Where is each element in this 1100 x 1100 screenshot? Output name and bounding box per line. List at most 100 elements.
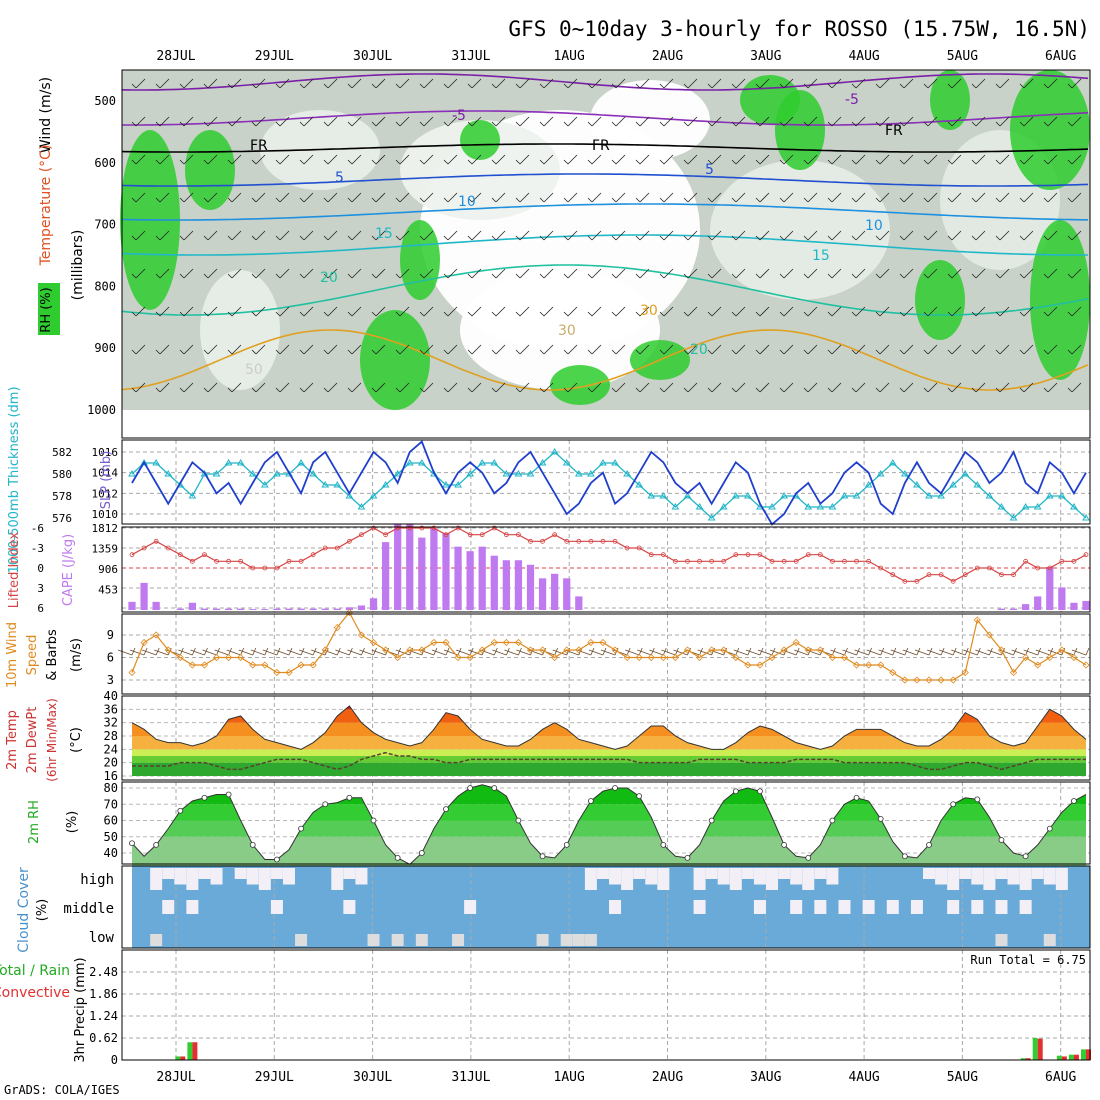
bottom-date-label: 6AUG bbox=[1045, 1070, 1076, 1085]
wind-barb bbox=[731, 382, 746, 393]
wind-barb bbox=[995, 78, 1010, 89]
wind-barb bbox=[347, 154, 362, 165]
wind-speed-point bbox=[514, 638, 522, 647]
wind-barb bbox=[803, 116, 818, 127]
thickness-point bbox=[707, 514, 716, 521]
cape-bar bbox=[1021, 604, 1030, 610]
lifted-index-point bbox=[902, 578, 908, 584]
precip-convective-bar bbox=[180, 1056, 186, 1060]
wind-speed-point bbox=[1009, 668, 1018, 677]
wind-barb bbox=[587, 344, 602, 355]
wind-speed-point bbox=[744, 661, 752, 669]
wind-barb bbox=[1067, 268, 1082, 279]
wind-barb bbox=[395, 382, 410, 393]
temperature-contour bbox=[121, 143, 1089, 153]
pressure-tick-label: 1000 bbox=[87, 403, 116, 417]
pressure-tick-label: 900 bbox=[94, 341, 116, 355]
wind-barb bbox=[371, 78, 386, 89]
top-date-label: 31JUL bbox=[451, 49, 490, 64]
wind-barb bbox=[419, 116, 434, 127]
wind-barb bbox=[827, 382, 842, 393]
cape-bar bbox=[430, 528, 438, 610]
thickness-point bbox=[719, 503, 728, 510]
temp-tick-label: 24 bbox=[104, 742, 118, 756]
lifted-index-point bbox=[419, 525, 425, 531]
temp-tick-label: 36 bbox=[104, 702, 118, 716]
rh-point bbox=[853, 794, 860, 801]
wind-barb bbox=[371, 382, 386, 393]
wind-barb bbox=[347, 306, 362, 317]
wind-barb bbox=[491, 78, 506, 89]
wind-barb bbox=[347, 78, 362, 89]
wind-barb bbox=[635, 344, 650, 355]
cape-bar bbox=[997, 608, 1006, 610]
wind-barb bbox=[563, 382, 578, 393]
lifted-index-point bbox=[1083, 552, 1089, 558]
wind-barb bbox=[155, 192, 170, 203]
bottom-date-label: 1AUG bbox=[554, 1070, 585, 1085]
temperature-band bbox=[132, 706, 1086, 710]
lifted-index-point bbox=[262, 565, 268, 571]
cape-bar bbox=[224, 608, 233, 610]
rh-point bbox=[298, 825, 304, 832]
rh-point bbox=[177, 807, 184, 814]
wind-barb bbox=[707, 230, 722, 241]
low-cloud-block bbox=[572, 934, 585, 946]
wind-barb bbox=[491, 344, 506, 355]
panel-frame-2 bbox=[121, 526, 1091, 613]
wind-barb bbox=[443, 116, 458, 127]
wind-barb bbox=[251, 344, 266, 355]
panel-frame-6 bbox=[121, 865, 1091, 949]
low-cloud-block bbox=[995, 934, 1008, 946]
thickness-point bbox=[985, 492, 994, 499]
cape-bar bbox=[381, 542, 390, 610]
low-cloud-block bbox=[536, 934, 549, 946]
cape-bar bbox=[538, 578, 547, 610]
high-cloud-block bbox=[778, 868, 791, 879]
rh-point bbox=[370, 817, 377, 824]
cape-bar bbox=[200, 608, 209, 610]
high-cloud-block bbox=[246, 868, 259, 885]
cape-bar bbox=[1058, 587, 1066, 610]
cape-bar bbox=[454, 546, 462, 610]
rh-band bbox=[132, 820, 1086, 837]
lifted-index-point bbox=[817, 552, 823, 558]
wind-barb bbox=[611, 268, 626, 279]
wind-barb bbox=[443, 192, 458, 203]
wind-barb bbox=[923, 230, 938, 241]
wind-barb bbox=[203, 192, 218, 203]
wind-barb bbox=[275, 344, 290, 355]
wind-barb bbox=[851, 382, 866, 393]
high-cloud-block bbox=[1019, 868, 1032, 890]
thickness-point bbox=[659, 492, 668, 499]
wind-barb bbox=[515, 268, 530, 279]
wind-speed-point bbox=[309, 661, 317, 669]
temp-tick-label: 32 bbox=[104, 716, 118, 730]
wind-barb bbox=[251, 382, 266, 393]
thickness-point bbox=[393, 470, 402, 477]
rh-point bbox=[153, 841, 160, 848]
rh-area bbox=[132, 784, 1086, 866]
cape-bar bbox=[514, 560, 523, 610]
wind-barb bbox=[539, 78, 554, 89]
wind-barb bbox=[971, 344, 986, 355]
rh-point bbox=[225, 791, 232, 798]
wind-barb bbox=[275, 306, 290, 317]
rh-point bbox=[418, 850, 425, 856]
cape-bar bbox=[176, 608, 184, 610]
lifted-index-point bbox=[769, 558, 775, 564]
top-date-label: 2AUG bbox=[652, 49, 683, 64]
rh-point bbox=[443, 806, 449, 813]
wind-barb bbox=[131, 306, 146, 317]
below-surface bbox=[122, 410, 1090, 438]
cape-tick-label: 453 bbox=[98, 584, 118, 597]
wind-barb bbox=[131, 192, 146, 203]
wind-barb bbox=[971, 78, 986, 89]
wind-barb bbox=[635, 306, 650, 317]
wind-barb bbox=[563, 268, 578, 279]
lifted-index-point bbox=[673, 558, 678, 564]
wind-barb bbox=[611, 154, 626, 165]
wind-barb bbox=[587, 78, 602, 89]
contour-label: -5 bbox=[452, 108, 466, 124]
thickness-point bbox=[1033, 503, 1042, 510]
